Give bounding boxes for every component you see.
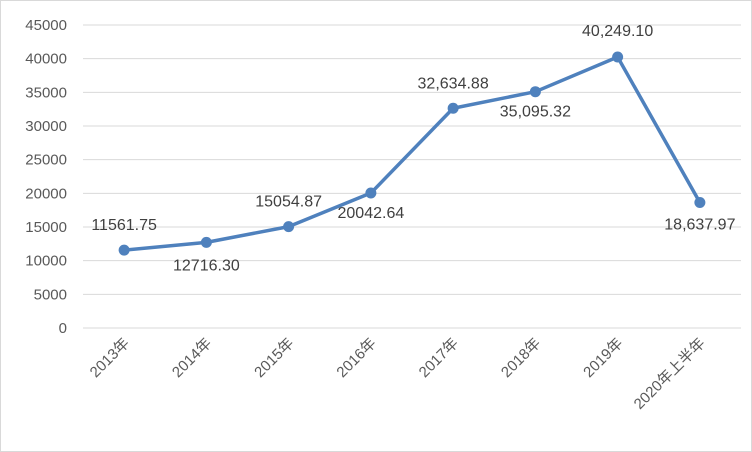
x-tick-label: 2015年 (251, 335, 297, 381)
y-tick-label: 35000 (25, 84, 67, 101)
data-point (612, 51, 624, 63)
x-tick-label: 2014年 (169, 335, 215, 381)
data-label: 18,637.97 (664, 217, 735, 234)
series-line (123, 55, 702, 252)
x-tick-label: 2016年 (333, 335, 379, 381)
data-point (694, 197, 706, 209)
data-point (200, 236, 212, 248)
x-tick-label: 2018年 (498, 335, 544, 381)
data-label: 35,095.32 (500, 104, 571, 121)
y-tick-label: 40000 (25, 51, 67, 68)
data-label: 12716.30 (173, 257, 240, 274)
series-layer (118, 51, 706, 256)
x-tick-label: 2013年 (87, 335, 133, 381)
x-axis: 2013年 2014年 2015年 2016年 2017年 2018年 2019年 2020年… (83, 327, 741, 413)
y-tick-label: 45000 (25, 17, 67, 34)
gridlines (83, 24, 741, 329)
data-point (365, 187, 377, 199)
y-tick-label: 20000 (25, 185, 67, 202)
x-tick-label: 2017年 (416, 335, 462, 381)
data-label: 11561.75 (91, 217, 157, 234)
y-tick-label: 0 (59, 320, 67, 337)
x-tick-label: 2019年 (580, 335, 626, 381)
y-tick-label: 25000 (25, 152, 67, 169)
data-label: 20042.64 (338, 205, 405, 222)
data-label: 40,249.10 (582, 23, 653, 40)
y-tick-label: 15000 (25, 219, 67, 236)
data-point (529, 86, 541, 98)
data-labels: 11561.75 12716.30 15054.87 20042.64 32,634.8… (91, 23, 735, 274)
y-tick-label: 5000 (34, 286, 67, 303)
data-point (447, 102, 459, 114)
data-point (283, 221, 295, 233)
data-point (118, 244, 130, 256)
y-axis: 0 5000 10000 15000 20000 25000 30000 35000 40000… (25, 17, 67, 337)
x-tick-label: 2020年上半年 (631, 335, 709, 413)
data-label: 15054.87 (255, 194, 322, 211)
y-tick-label: 30000 (25, 118, 67, 135)
y-tick-label: 10000 (25, 253, 67, 270)
data-label: 32,634.88 (418, 75, 489, 92)
